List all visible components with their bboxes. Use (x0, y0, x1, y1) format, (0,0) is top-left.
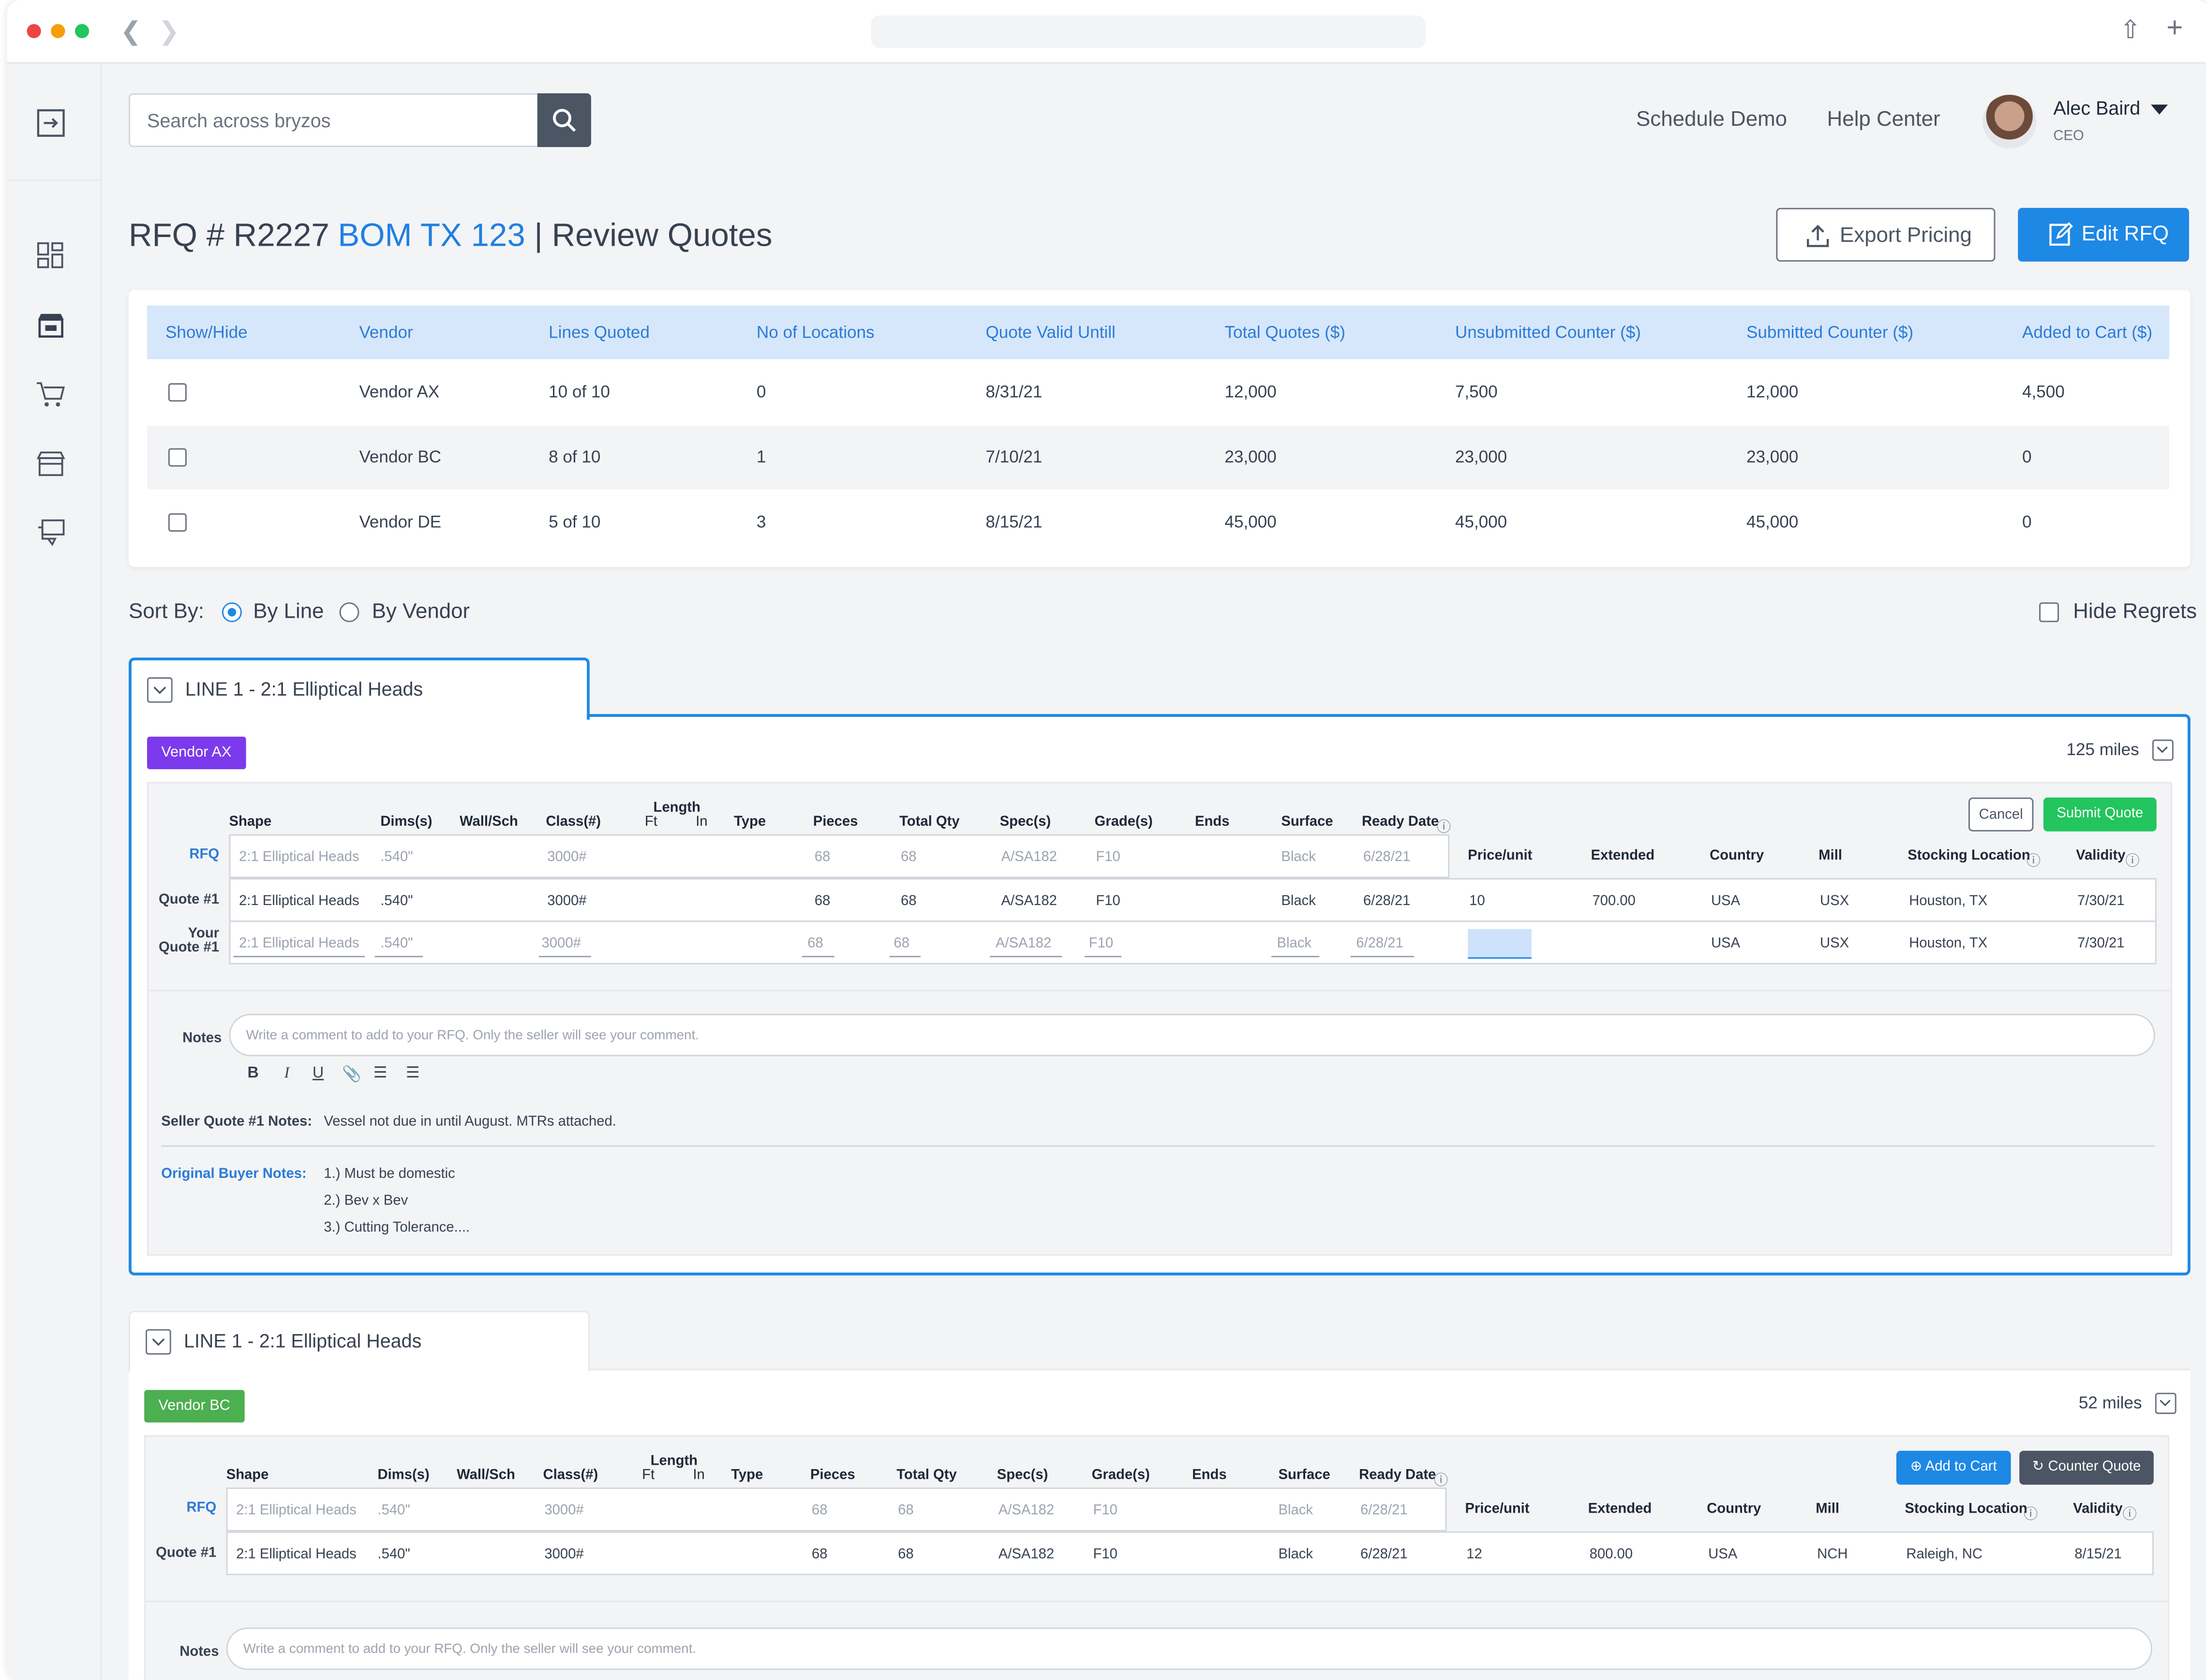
counter-quote-button[interactable]: ↻ Counter Quote (2019, 1451, 2154, 1485)
quote-row: 2:1 Elliptical Heads .540" 3000# 68 68 A/SA… (226, 1531, 2154, 1576)
info-icon[interactable]: ⓘ (2023, 1507, 2038, 1523)
bold-icon[interactable]: B (247, 1065, 259, 1082)
user-menu-caret-icon[interactable] (2151, 104, 2168, 115)
chevron-down-icon[interactable] (146, 1329, 171, 1355)
your-quote-row: 2:1 Elliptical Heads .540" 3000# 68 68 A… (229, 920, 2157, 965)
dims-field[interactable]: .540" (380, 936, 413, 952)
pieces-field[interactable]: 68 (807, 936, 823, 952)
chevron-down-icon[interactable] (147, 677, 173, 703)
address-bar[interactable] (871, 15, 1426, 48)
export-pricing-button[interactable]: Export Pricing (1776, 208, 1996, 262)
line-card-vendor-bc: LINE 1 - 2:1 Elliptical Heads Vendor BC … (129, 1310, 2191, 1680)
numbered-list-icon[interactable]: ☰ (405, 1065, 420, 1082)
minimize-dot[interactable] (51, 24, 65, 38)
edit-rfq-button[interactable]: Edit RFQ (2018, 208, 2189, 262)
rfq-row: 2:1 Elliptical Heads .540" 3000# 68 68 A/SA… (229, 834, 1450, 878)
ready-date-field[interactable]: 6/28/21 (1356, 936, 1403, 952)
help-center-link[interactable]: Help Center (1827, 107, 1940, 132)
distance-label: 52 miles (2079, 1393, 2176, 1415)
close-dot[interactable] (27, 24, 41, 38)
sort-by-line-radio[interactable] (222, 602, 242, 623)
info-icon[interactable]: ⓘ (1434, 1473, 1448, 1489)
bullet-list-icon[interactable]: ☰ (373, 1065, 388, 1082)
marketplace-icon[interactable] (35, 311, 66, 339)
hide-regrets-checkbox[interactable] (2039, 602, 2059, 623)
show-hide-checkbox[interactable] (168, 383, 187, 402)
notes-input[interactable]: Write a comment to add to your RFQ. Only… (229, 1013, 2155, 1056)
user-name[interactable]: Alec Baird (2053, 97, 2141, 119)
surface-field[interactable]: Black (1277, 936, 1312, 952)
notes-input[interactable]: Write a comment to add to your RFQ. Only… (226, 1627, 2152, 1670)
table-row: Vendor BC 8 of 10 1 7/10/21 23,000 23,000 2… (147, 425, 2170, 490)
quote-grid: Shape Dims(s) Wall/Sch Class(#) Length F… (144, 1435, 2170, 1680)
vendor-summary-table: Show/Hide Vendor Lines Quoted No of Loca… (129, 290, 2191, 567)
sort-by-vendor-radio[interactable] (339, 602, 359, 623)
edit-icon (2049, 222, 2073, 246)
expand-sidebar-icon[interactable] (37, 109, 68, 137)
zoom-dot[interactable] (75, 24, 89, 38)
quote-row: 2:1 Elliptical Heads .540" 3000# 68 68 A/SA… (229, 878, 2157, 922)
vendor-badge: Vendor BC (144, 1390, 245, 1423)
distance-label: 125 miles (2067, 740, 2174, 761)
sort-by-line-label[interactable]: By Line (253, 599, 324, 624)
quote-grid: Shape Dims(s) Wall/Sch Class(#) Length F… (147, 782, 2172, 1256)
schedule-demo-link[interactable]: Schedule Demo (1636, 107, 1788, 132)
class-field[interactable]: 3000# (541, 936, 581, 952)
cart-icon[interactable] (35, 380, 66, 408)
search-button[interactable] (537, 93, 591, 148)
search-icon (552, 109, 576, 132)
store-icon[interactable] (35, 450, 66, 478)
back-arrow-icon[interactable]: ❮ (120, 17, 142, 45)
info-icon[interactable]: ⓘ (1436, 820, 1451, 836)
new-tab-icon[interactable]: + (2166, 13, 2183, 44)
grade-field[interactable]: F10 (1088, 936, 1114, 952)
dashboard-icon[interactable] (35, 242, 66, 270)
shape-field[interactable]: 2:1 Elliptical Heads (239, 936, 359, 952)
rfq-row: 2:1 Elliptical Heads .540" 3000# 68 68 A/SA… (226, 1487, 1447, 1531)
info-icon[interactable]: ⓘ (2122, 1507, 2137, 1523)
show-hide-checkbox[interactable] (168, 513, 187, 532)
avatar[interactable] (1982, 94, 2037, 149)
page-title: RFQ # R2227 BOM TX 123 | Review Quotes (129, 216, 773, 253)
hide-regrets-label[interactable]: Hide Regrets (2073, 599, 2197, 624)
submit-quote-button[interactable]: Submit Quote (2043, 797, 2157, 832)
share-icon[interactable]: ⇧ (2119, 15, 2141, 44)
search-input[interactable]: Search across bryzos (129, 93, 537, 148)
chevron-down-icon[interactable] (2155, 1393, 2176, 1415)
summary-header: Show/Hide Vendor Lines Quoted No of Loca… (147, 305, 2170, 359)
spec-field[interactable]: A/SA182 (995, 936, 1052, 952)
line-card-vendor-ax: LINE 1 - 2:1 Elliptical Heads Vendor AX … (129, 657, 2191, 1276)
main-content: RFQ # R2227 BOM TX 123 | Review Quotes Ex… (102, 179, 2206, 1680)
sort-by-vendor-label[interactable]: By Vendor (372, 599, 470, 624)
cancel-button[interactable]: Cancel (1968, 797, 2034, 832)
total-qty-field[interactable]: 68 (894, 936, 909, 952)
attachment-icon[interactable]: 📎 (342, 1066, 362, 1084)
price-unit-input[interactable] (1468, 929, 1532, 959)
info-icon[interactable]: ⓘ (2026, 854, 2041, 870)
vendor-badge: Vendor AX (147, 736, 246, 770)
window-chrome: ❮ ❯ ⇧ + (7, 0, 2206, 64)
sidebar (7, 63, 102, 1680)
info-icon[interactable]: ⓘ (2125, 854, 2140, 870)
chevron-down-icon[interactable] (2152, 740, 2174, 761)
sidebar-header (7, 64, 101, 181)
show-hide-checkbox[interactable] (168, 448, 187, 467)
table-row: Vendor AX 10 of 10 0 8/31/21 12,000 7,500 1… (147, 360, 2169, 424)
line-tab[interactable]: LINE 1 - 2:1 Elliptical Heads (129, 657, 590, 720)
italic-icon[interactable]: I (284, 1065, 290, 1082)
messages-icon[interactable] (35, 519, 66, 547)
bom-link[interactable]: BOM TX 123 (338, 216, 525, 253)
upload-icon (1806, 224, 1829, 247)
user-role: CEO (2053, 129, 2084, 145)
underline-icon[interactable]: U (313, 1065, 324, 1082)
top-bar: Search across bryzos Schedule Demo Help … (102, 63, 2206, 181)
sort-by-label: Sort By: (129, 599, 204, 624)
line-tab[interactable]: LINE 1 - 2:1 Elliptical Heads (129, 1310, 590, 1372)
table-row: Vendor DE 5 of 10 3 8/15/21 45,000 45,000 4… (147, 491, 2169, 554)
forward-arrow-icon[interactable]: ❯ (158, 17, 180, 45)
browser-window: ❮ ❯ ⇧ + Search across bryzos (7, 0, 2206, 1680)
add-to-cart-button[interactable]: ⊕ Add to Cart (1896, 1451, 2011, 1485)
